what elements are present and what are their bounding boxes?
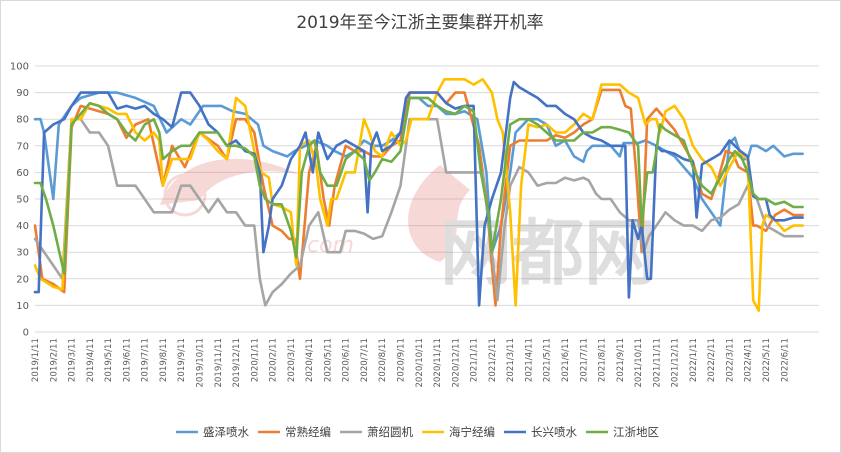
x-tick-label: 2021/2/11 bbox=[488, 338, 498, 382]
x-tick-label: 2021/6/11 bbox=[561, 338, 571, 382]
legend-label: 长兴喷水 bbox=[531, 425, 577, 439]
x-tick-label: 2019/4/11 bbox=[86, 338, 96, 382]
x-tick-label: 2021/7/11 bbox=[579, 338, 589, 382]
x-tick-label: 2020/7/11 bbox=[360, 338, 370, 382]
x-tick-label: 2019/12/11 bbox=[232, 338, 242, 388]
x-axis-ticks: 2019/1/11 2019/2/11 2019/3/11 2019/4/11 2019… bbox=[31, 338, 790, 388]
watermark-brand-text: 网都网 bbox=[440, 210, 656, 295]
series-line-3 bbox=[33, 78, 804, 312]
watermark-brand-mark bbox=[408, 165, 470, 262]
x-tick-label: 2019/9/11 bbox=[177, 338, 187, 382]
y-tick-label: 70 bbox=[16, 141, 29, 152]
x-tick-label: 2021/12/11 bbox=[671, 338, 681, 388]
y-axis-ticks: 0 10 20 30 40 50 60 70 80 90 100 bbox=[10, 62, 29, 339]
y-tick-label: 100 bbox=[10, 62, 29, 73]
x-tick-label: 2019/2/11 bbox=[49, 338, 59, 382]
x-tick-label: 2020/8/11 bbox=[378, 338, 388, 382]
x-tick-label: 2021/3/11 bbox=[506, 338, 516, 382]
x-tick-label: 2019/8/11 bbox=[159, 338, 169, 382]
legend: 盛泽喷水 常熟经编 萧绍圆机 海宁经编 长兴喷水 江浙地区 bbox=[176, 425, 659, 439]
x-tick-label: 2022/6/11 bbox=[780, 338, 790, 382]
x-tick-label: 2019/3/11 bbox=[68, 338, 78, 382]
y-tick-label: 0 bbox=[23, 328, 29, 339]
x-tick-label: 2019/11/11 bbox=[214, 338, 224, 388]
y-tick-label: 80 bbox=[16, 115, 29, 126]
x-tick-label: 2020/4/11 bbox=[305, 338, 315, 382]
x-tick-label: 2019/1/11 bbox=[31, 338, 41, 382]
y-tick-label: 50 bbox=[16, 195, 29, 206]
x-tick-label: 2021/9/11 bbox=[616, 338, 626, 382]
y-tick-label: 90 bbox=[16, 88, 29, 99]
y-tick-label: 40 bbox=[16, 221, 29, 232]
x-tick-label: 2022/2/11 bbox=[707, 338, 717, 382]
x-tick-label: 2022/1/11 bbox=[689, 338, 699, 382]
x-tick-label: 2020/1/11 bbox=[250, 338, 260, 382]
y-tick-label: 60 bbox=[16, 168, 29, 179]
y-tick-label: 20 bbox=[16, 274, 29, 285]
x-tick-label: 2020/9/11 bbox=[397, 338, 407, 382]
x-tick-label: 2021/1/11 bbox=[470, 338, 480, 382]
series-line-4 bbox=[33, 80, 804, 307]
y-tick-label: 30 bbox=[16, 248, 29, 259]
x-tick-label: 2021/11/11 bbox=[652, 338, 662, 388]
x-tick-label: 2020/5/11 bbox=[323, 338, 333, 382]
x-tick-label: 2020/3/11 bbox=[287, 338, 297, 382]
watermark-logo-circle bbox=[163, 173, 207, 217]
series-lines bbox=[33, 78, 804, 312]
x-tick-label: 2020/6/11 bbox=[342, 338, 352, 382]
legend-label: 常熟经编 bbox=[285, 425, 331, 439]
legend-label: 江浙地区 bbox=[613, 425, 659, 439]
x-tick-label: 2019/5/11 bbox=[104, 338, 114, 382]
x-tick-label: 2021/8/11 bbox=[598, 338, 608, 382]
x-tick-label: 2021/10/11 bbox=[634, 338, 644, 388]
legend-label: 盛泽喷水 bbox=[203, 425, 249, 439]
x-tick-label: 2019/7/11 bbox=[141, 338, 151, 382]
x-tick-label: 2019/6/11 bbox=[122, 338, 132, 382]
chart-title: 2019年至今江浙主要集群开机率 bbox=[296, 13, 543, 33]
x-tick-label: 2020/11/11 bbox=[433, 338, 443, 388]
x-tick-label: 2022/4/11 bbox=[744, 338, 754, 382]
x-tick-label: 2021/4/11 bbox=[524, 338, 534, 382]
legend-label: 萧绍圆机 bbox=[367, 425, 413, 439]
legend-label: 海宁经编 bbox=[449, 425, 495, 439]
series-line-5 bbox=[33, 96, 804, 275]
x-tick-label: 2019/10/11 bbox=[195, 338, 205, 388]
x-tick-label: 2022/5/11 bbox=[762, 338, 772, 382]
y-tick-label: 10 bbox=[16, 301, 29, 312]
x-tick-label: 2020/10/11 bbox=[415, 338, 425, 388]
x-tick-label: 2021/5/11 bbox=[543, 338, 553, 382]
x-tick-label: 2022/3/11 bbox=[725, 338, 735, 382]
x-tick-label: 2020/2/11 bbox=[269, 338, 279, 382]
x-tick-label: 2020/12/11 bbox=[451, 338, 461, 388]
